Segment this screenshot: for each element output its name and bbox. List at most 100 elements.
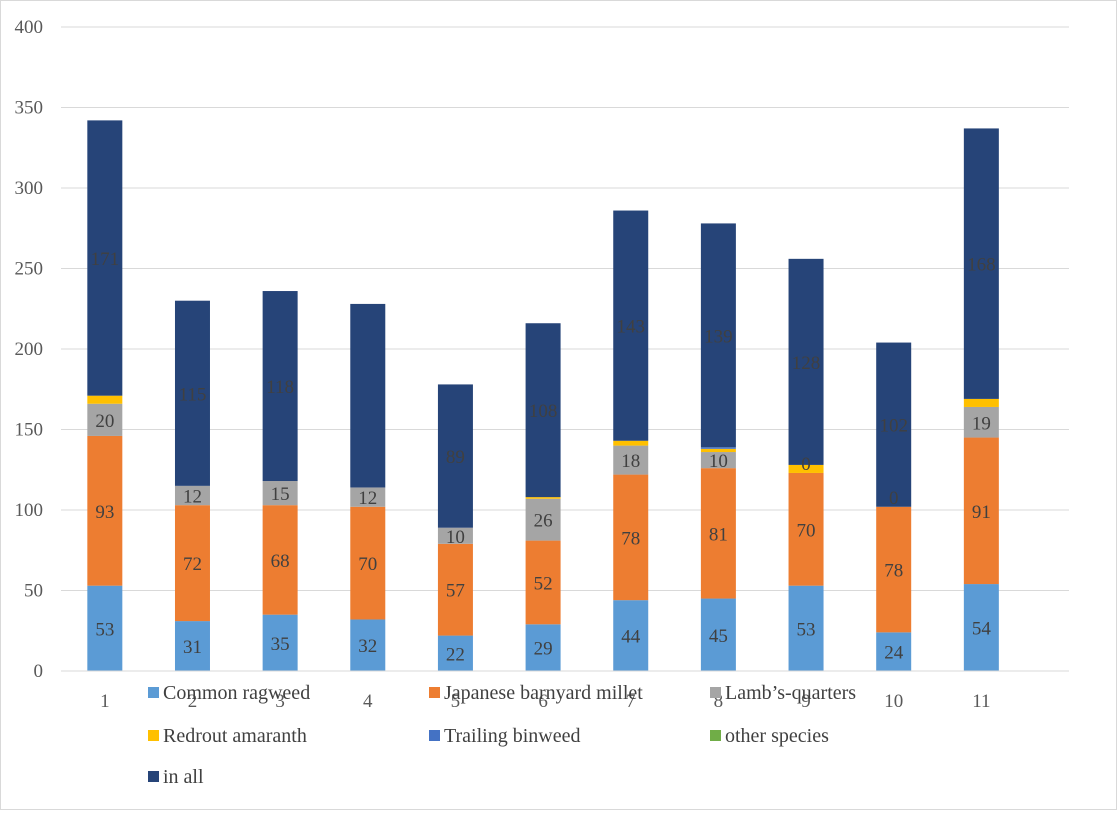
data-label: 57 [446,581,465,602]
legend-item: other species [710,725,829,747]
bar-segment [788,472,824,586]
bar-segment [963,437,999,585]
legend-item: Trailing binweed [429,725,580,747]
bar-segment [262,291,298,482]
x-tick-label: 11 [972,691,990,712]
data-label: 93 [95,502,114,523]
bar-segment [613,445,649,475]
legend-item: Japanese barnyard millet [429,682,643,704]
legend-swatch [148,771,159,782]
data-label: 29 [534,639,553,660]
data-label: 102 [879,416,908,437]
bar-segment [437,384,473,528]
x-tick-label: 6 [538,691,548,712]
legend-label: Common ragweed [163,682,310,704]
bar-segment [613,600,649,671]
data-label: 35 [271,634,290,655]
legend-swatch [710,687,721,698]
bar-segment [525,323,561,498]
bar-segment [963,406,999,438]
bar-segment [876,632,912,671]
bar-segment [525,540,561,625]
data-label: 22 [446,644,465,665]
legend-item: in all [148,766,204,788]
data-label: 53 [797,619,816,640]
bar-segment [174,485,210,506]
bar-segment [963,398,999,407]
bar-segment [700,468,736,599]
x-tick-label: 3 [275,691,285,712]
data-label: 31 [183,637,202,658]
data-label: 44 [621,627,641,648]
bar-segment [788,464,824,473]
bar-segment [87,435,123,586]
data-label: 115 [179,384,207,405]
data-label: 89 [446,447,465,468]
y-axis-ticks: 0 50 100 150 200 250 300 350 400 [15,17,44,682]
bar-segment [262,481,298,506]
y-tick-label: 200 [15,339,44,360]
bars [87,120,999,671]
x-tick-label: 2 [188,691,198,712]
data-label: 52 [534,573,553,594]
data-labels: 5393201713172121153568151183270122257108… [91,249,996,665]
bar-segment [525,498,561,541]
legend-label: in all [163,766,204,788]
data-label: 70 [358,554,377,575]
legend-swatch [710,730,721,741]
bar-segment [963,584,999,671]
x-tick-label: 8 [714,691,724,712]
data-label: 0 [801,454,811,475]
bar-segment [87,120,123,396]
x-tick-label: 7 [626,691,636,712]
legend-swatch [429,687,440,698]
x-tick-label: 10 [884,691,903,712]
data-label: 91 [972,502,991,523]
bar-segment [87,403,123,436]
data-label: 118 [266,377,294,398]
data-label: 12 [183,487,202,508]
y-tick-label: 300 [15,178,44,199]
legend-label: Japanese barnyard millet [444,682,643,704]
bar-segment [788,585,824,671]
data-label: 168 [967,255,996,276]
bar-segment [87,395,123,404]
bar-segment [700,447,736,449]
legend-swatch [148,687,159,698]
data-label: 54 [972,619,992,640]
data-label: 139 [704,326,733,347]
data-label: 78 [884,561,903,582]
legend-swatch [429,730,440,741]
bar-segment [613,474,649,601]
x-tick-label: 5 [451,691,461,712]
data-label: 18 [621,451,640,472]
data-label: 26 [534,511,553,532]
x-tick-label: 4 [363,691,373,712]
bar-segment [700,452,736,469]
data-label: 128 [792,353,821,374]
data-label: 72 [183,554,202,575]
bar-segment [87,585,123,671]
bar-segment [437,527,473,544]
bar-segment [174,505,210,622]
bar-segment [788,258,824,465]
data-label: 24 [884,643,904,664]
bar-segment [700,223,736,448]
legend: Common ragweed Japanese barnyard millet La… [148,682,856,788]
data-label: 0 [889,488,899,509]
y-tick-label: 50 [24,581,43,602]
legend-item: Lamb’s-quarters [710,682,856,704]
data-label: 53 [95,619,114,640]
bar-segment [876,342,912,507]
x-tick-label: 9 [801,691,811,712]
data-label: 20 [95,411,114,432]
bar-segment [174,621,210,671]
y-tick-label: 400 [15,17,44,38]
legend-label: Trailing binweed [444,725,580,747]
y-tick-label: 250 [15,259,44,280]
bar-segment [700,598,736,671]
legend-swatch [148,730,159,741]
y-tick-label: 150 [15,420,44,441]
data-label: 32 [358,636,377,657]
